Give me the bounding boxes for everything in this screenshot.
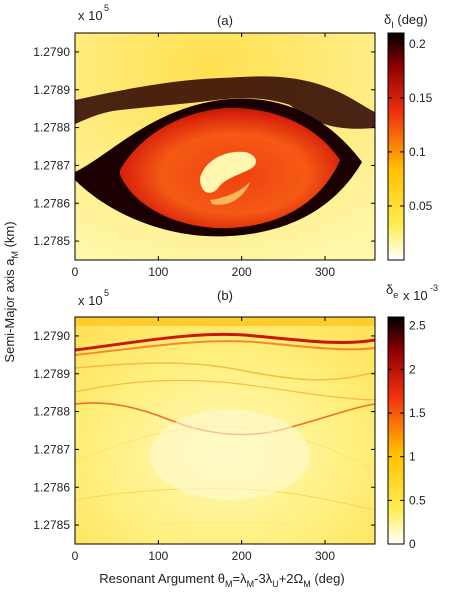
plot-frame-a bbox=[74, 32, 376, 261]
colorbar-tick-label: 0.2 bbox=[409, 37, 426, 51]
heatmap-a bbox=[75, 33, 375, 260]
y-tick-label: 1.2785 bbox=[33, 234, 70, 248]
colorbar-b bbox=[387, 316, 405, 545]
colorbar-multiplier-b: x 10 bbox=[403, 288, 428, 303]
colorbar-a bbox=[387, 32, 405, 261]
x-tick-label: 0 bbox=[72, 265, 79, 279]
x-tick-label: 300 bbox=[315, 265, 335, 279]
colorbar-tick-label: 0 bbox=[409, 537, 416, 551]
heatmap-a-upper-band bbox=[75, 76, 375, 129]
heatmap-b-band-2 bbox=[75, 340, 375, 356]
colorbar-multiplier-exp-b: -3 bbox=[430, 283, 438, 293]
colorbar-tick-label: 0.1 bbox=[409, 145, 426, 159]
panel-a-title: (a) bbox=[217, 13, 233, 28]
y-multiplier-exp-a: 5 bbox=[104, 3, 109, 13]
colorbar-label-b: δe bbox=[386, 282, 398, 300]
heatmap-b-curve-1 bbox=[75, 362, 375, 381]
x-tick-label: 0 bbox=[72, 549, 79, 563]
x-tick-label: 100 bbox=[148, 549, 168, 563]
x-tick-label: 300 bbox=[315, 549, 335, 563]
y-tick-label: 1.2786 bbox=[33, 196, 70, 210]
y-tick-label: 1.2789 bbox=[33, 83, 70, 97]
x-tick-label: 200 bbox=[232, 549, 252, 563]
panel-b: 0 100 200 300 1.2785 1.2786 1.2787 1.2788 1.2789… bbox=[33, 282, 438, 563]
ticks-a: 0 100 200 300 1.2785 1.2786 1.2787 1.2788 1.2789… bbox=[33, 33, 375, 279]
heatmap-a-island bbox=[200, 151, 256, 193]
heatmap-b bbox=[75, 317, 375, 544]
colorbar-tick-label: 0.05 bbox=[409, 199, 433, 213]
colorbar-tick-label: 1.5 bbox=[409, 406, 426, 420]
y-tick-label: 1.2787 bbox=[33, 442, 70, 456]
colorbar-label-a: δI (deg) bbox=[384, 12, 428, 30]
heatmap-b-curve-2 bbox=[75, 379, 375, 401]
y-tick-label: 1.2788 bbox=[33, 405, 70, 419]
y-tick-label: 1.2790 bbox=[33, 45, 70, 59]
y-axis-label: Semi-Major axis aM (km) bbox=[2, 221, 20, 362]
y-multiplier-b: x 10 bbox=[78, 293, 103, 308]
heatmap-b-top-strip bbox=[75, 317, 375, 326]
panel-b-title: (b) bbox=[217, 288, 233, 303]
heatmap-b-chaotic-band bbox=[75, 332, 375, 352]
x-tick-label: 200 bbox=[232, 265, 252, 279]
y-tick-label: 1.2786 bbox=[33, 480, 70, 494]
colorbar-tick-label: 2.5 bbox=[409, 319, 426, 333]
colorbar-ticks-a: 0.05 0.1 0.15 0.2 bbox=[388, 37, 433, 213]
colorbar-tick-label: 0.5 bbox=[409, 493, 426, 507]
colorbar-tick-label: 0.15 bbox=[409, 91, 433, 105]
heatmap-b-resonance-center bbox=[150, 410, 310, 500]
colorbar-ticks-b: 0 0.5 1 1.5 2 2.5 bbox=[388, 319, 426, 551]
panel-a: 0 100 200 300 1.2785 1.2786 1.2787 1.2788 1.2789… bbox=[33, 3, 432, 279]
colorbar-tick-label: 1 bbox=[409, 450, 416, 464]
y-tick-label: 1.2785 bbox=[33, 518, 70, 532]
y-multiplier-exp-b: 5 bbox=[104, 288, 109, 298]
y-tick-label: 1.2790 bbox=[33, 329, 70, 343]
y-tick-label: 1.2789 bbox=[33, 367, 70, 381]
colorbar-tick-label: 2 bbox=[409, 362, 416, 376]
plot-frame-b bbox=[74, 316, 376, 545]
y-multiplier-a: x 10 bbox=[78, 8, 103, 23]
x-tick-label: 100 bbox=[148, 265, 168, 279]
ticks-b: 0 100 200 300 1.2785 1.2786 1.2787 1.2788 1.2789… bbox=[33, 317, 375, 563]
x-axis-label: Resonant Argument θM=λM-3λU+2ΩM (deg) bbox=[99, 571, 344, 589]
y-tick-label: 1.2787 bbox=[33, 158, 70, 172]
y-tick-label: 1.2788 bbox=[33, 121, 70, 135]
heatmap-a-island-arm bbox=[210, 182, 250, 205]
heatmap-b-curve-6 bbox=[75, 521, 375, 533]
